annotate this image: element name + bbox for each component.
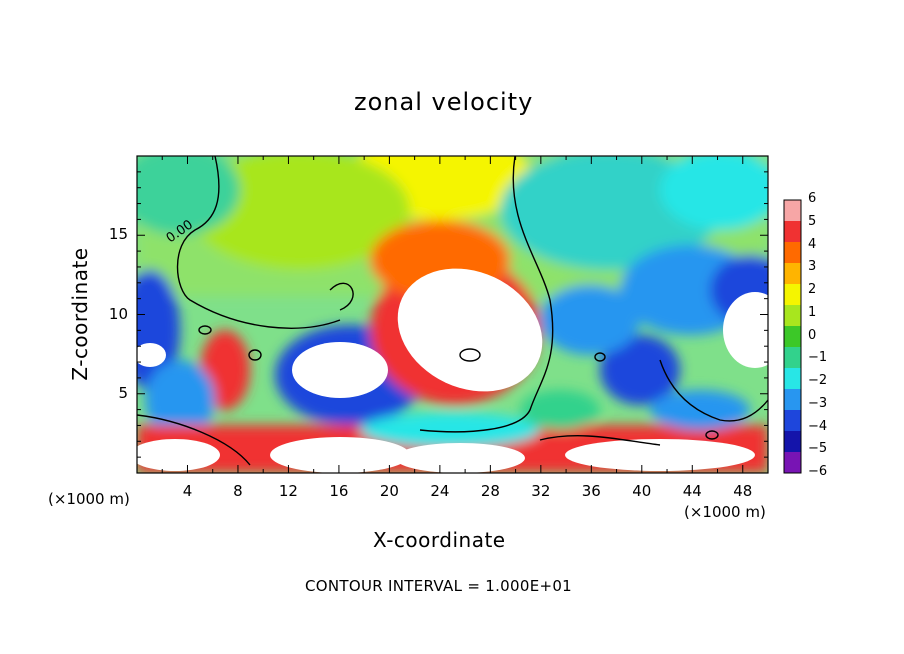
contour-interval-note: CONTOUR INTERVAL = 1.000E+01 (305, 577, 573, 595)
colorbar-label: 3 (808, 259, 817, 275)
colorbar-label: 6 (808, 191, 817, 206)
velocity-field (137, 156, 768, 473)
colorbar-cell (784, 305, 801, 327)
colorbar-label: 1 (808, 304, 817, 320)
colorbar-label: 2 (808, 282, 817, 297)
chart-title: zonal velocity (354, 88, 534, 116)
y-scale-note: (×1000 m) (48, 490, 130, 508)
x-tick-label: 4 (182, 482, 193, 500)
colorbar-cell (784, 326, 801, 348)
colorbar-label: −6 (808, 464, 828, 479)
x-tick-label: 44 (682, 482, 702, 500)
colorbar-cell (784, 368, 801, 390)
x-tick-label: 28 (480, 482, 500, 500)
colorbar-frame (783, 199, 802, 474)
x-tick-label: 32 (531, 482, 551, 500)
x-tick-label: 8 (233, 482, 243, 500)
colorbar-cell (784, 431, 801, 453)
x-tick-label: 36 (581, 482, 601, 500)
colorbar-label: −4 (808, 418, 828, 434)
x-scale-note: (×1000 m) (684, 503, 766, 521)
colorbar-label: −2 (808, 373, 828, 388)
colorbar-cell (784, 410, 801, 432)
colorbar-cell (784, 221, 801, 243)
x-axis-label: X-coordinate (373, 528, 506, 552)
colorbar-label: −3 (808, 395, 828, 411)
colorbar-label: 4 (808, 236, 817, 252)
colorbar-cell (784, 284, 801, 306)
colorbar-cell (784, 347, 801, 369)
y-tick-label: 10 (108, 304, 128, 323)
x-tick-label: 24 (430, 482, 450, 500)
colorbar-label: 0 (808, 327, 817, 343)
zero-contours (137, 156, 768, 466)
colorbar-cell (784, 389, 801, 411)
colorbar-cell (784, 242, 801, 264)
x-tick-label: 40 (632, 482, 652, 500)
y-tick-label: 15 (108, 225, 128, 244)
colorbar-cell (784, 452, 801, 474)
x-tick-label: 16 (329, 482, 349, 500)
colorbar-cell (784, 200, 801, 222)
x-tick-label: 48 (733, 482, 753, 500)
colorbar-label: 5 (808, 213, 817, 229)
colorbar-cell (784, 263, 801, 285)
y-tick-label: 5 (118, 383, 128, 402)
x-tick-label: 12 (278, 482, 298, 500)
tick-marks (137, 156, 768, 473)
saturated-regions (137, 268, 768, 473)
colorbar-label: −1 (808, 350, 828, 366)
x-tick-label: 20 (379, 482, 399, 500)
colorbar-label: −5 (808, 441, 828, 457)
